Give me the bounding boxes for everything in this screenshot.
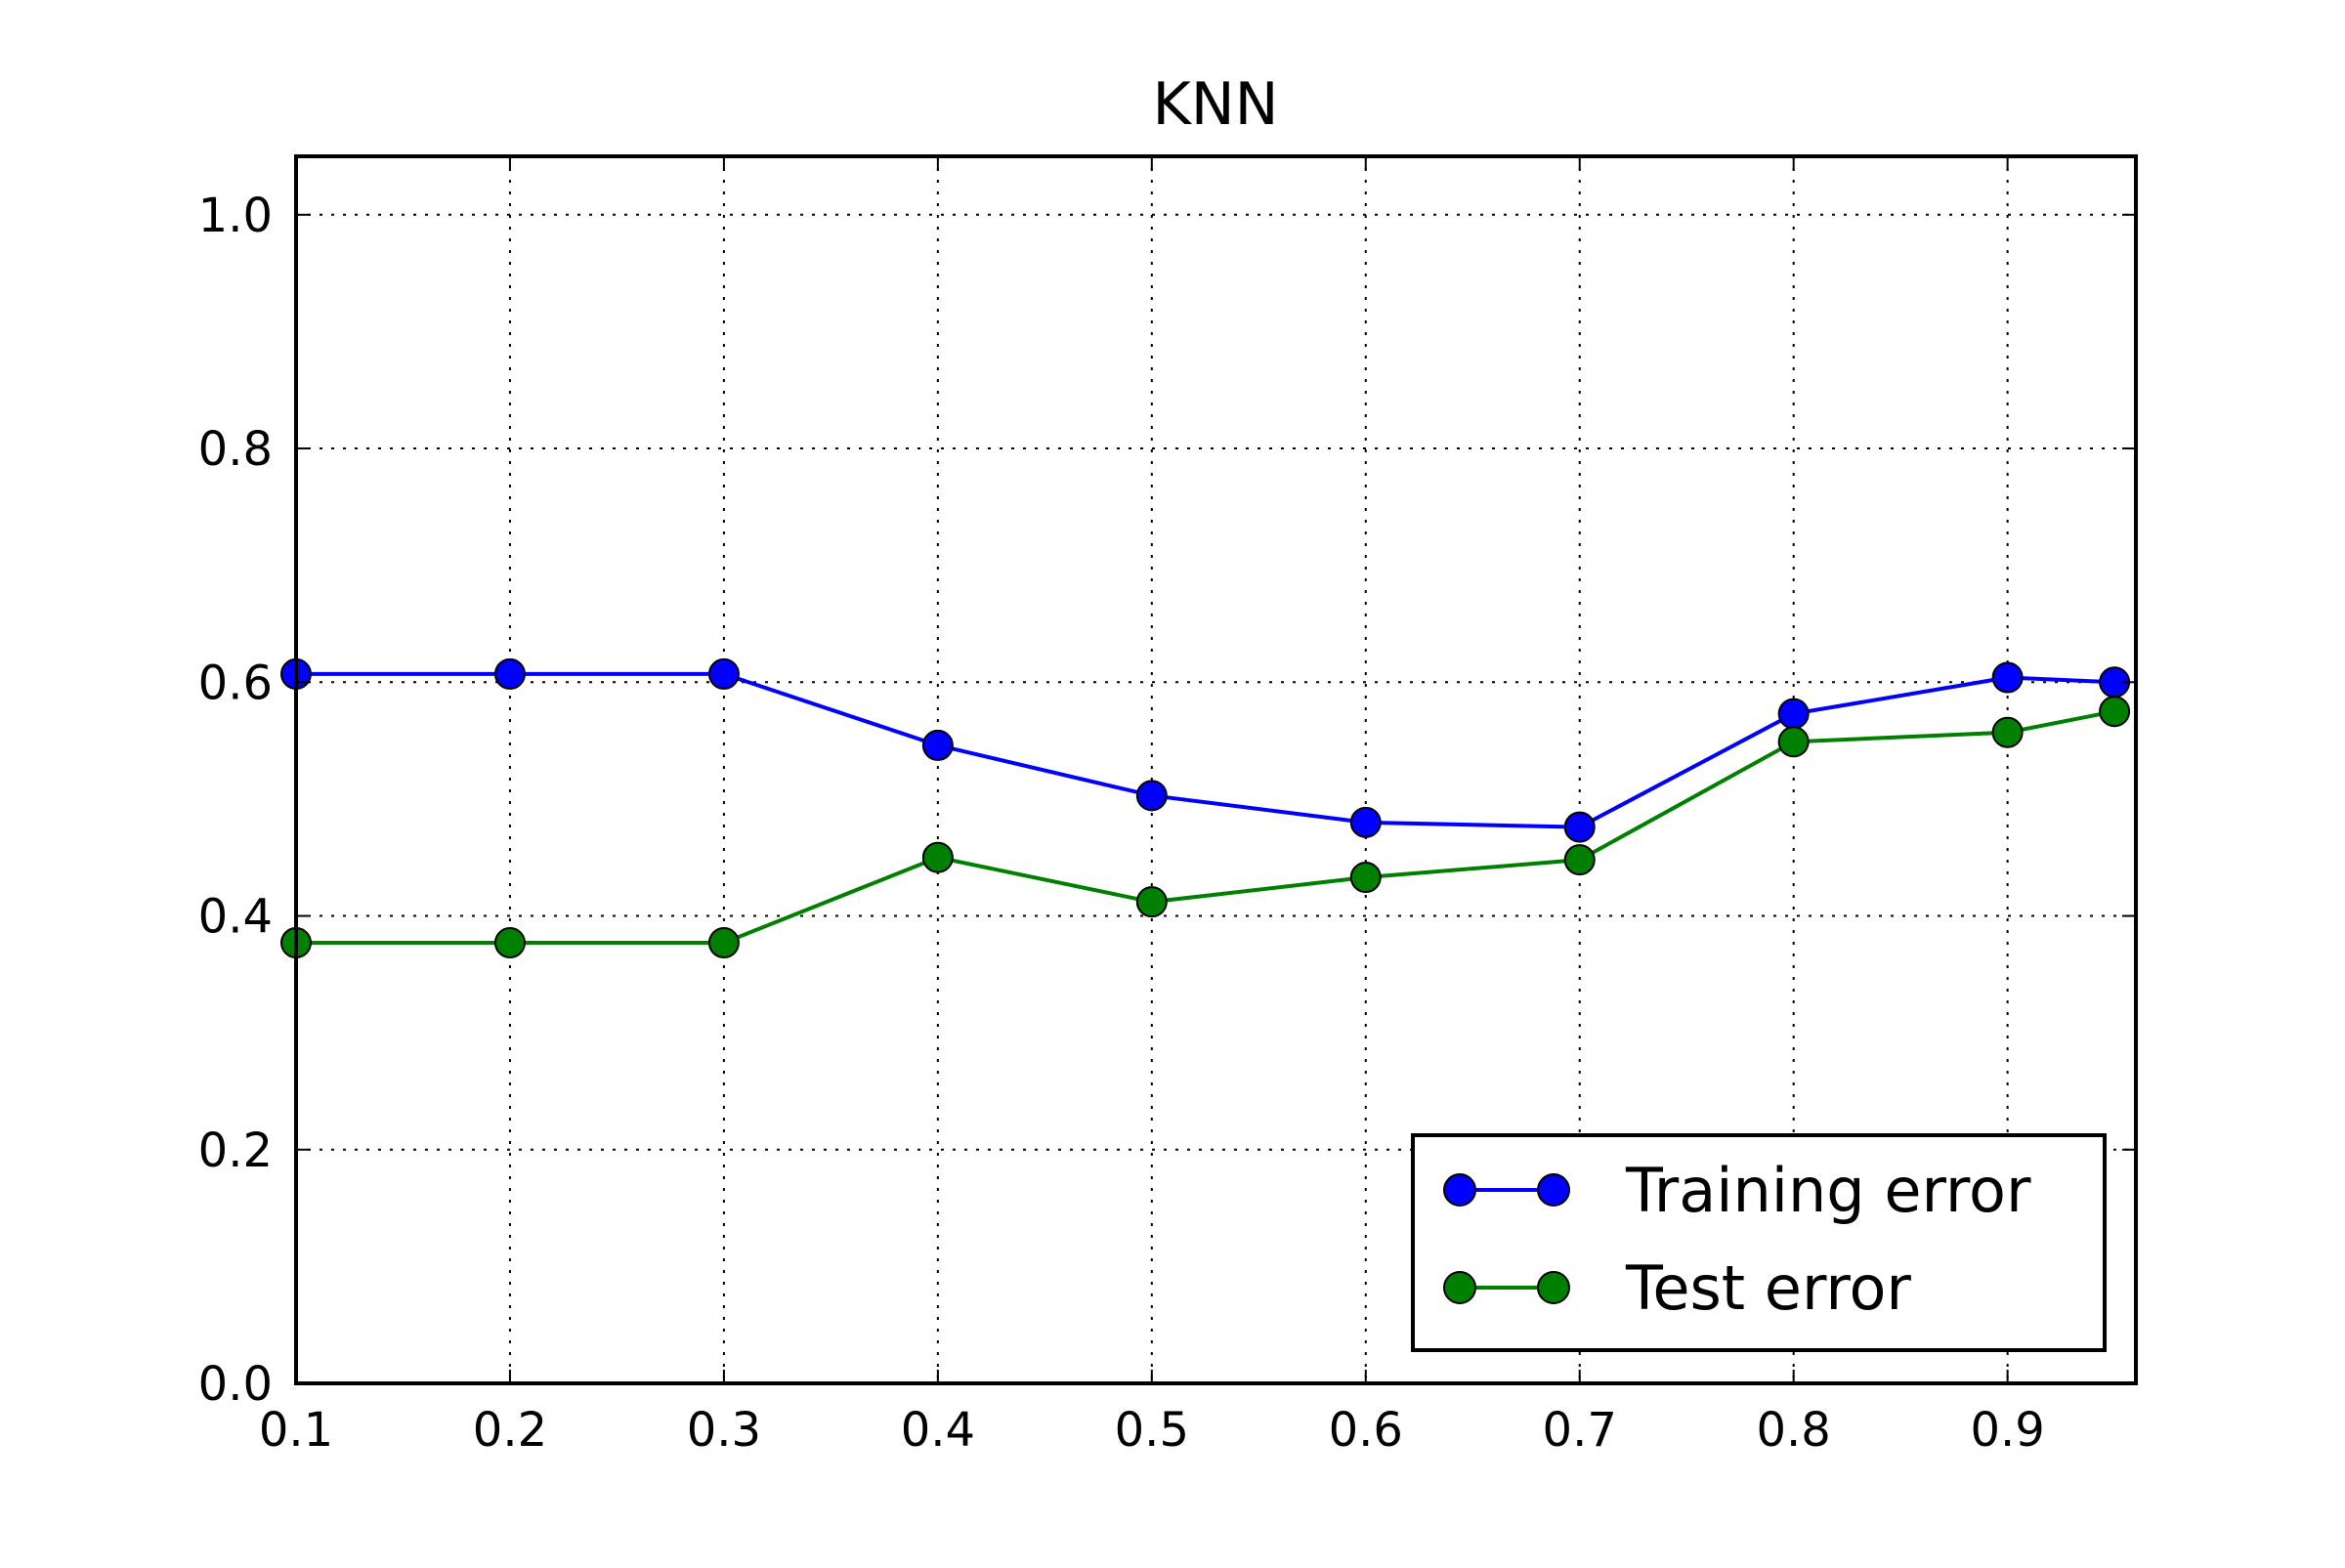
y-tick-label: 0.8 [198,422,273,477]
x-tick-label: 0.6 [1329,1403,1403,1458]
data-point [921,841,954,873]
legend-item: Training error [1443,1155,2031,1226]
data-point [1563,811,1596,843]
x-tick-label: 0.3 [687,1403,761,1458]
data-point [1991,716,2024,748]
data-point [493,927,526,959]
data-point [1349,806,1382,838]
x-tick-label: 0.7 [1543,1403,1617,1458]
y-tick-label: 0.6 [198,656,273,710]
legend-marker [1537,1271,1570,1304]
series-line [296,671,2115,829]
data-point [1135,886,1168,918]
legend-marker [1443,1173,1476,1207]
x-tick-label: 0.1 [259,1403,333,1458]
data-point [493,657,526,690]
data-point [707,657,740,690]
data-point [1777,726,1810,758]
legend-label: Test error [1625,1252,1911,1324]
legend-marker [1537,1173,1570,1207]
data-point [1135,780,1168,812]
legend-item: Test error [1443,1252,1911,1324]
x-tick-label: 0.4 [901,1403,975,1458]
data-point [921,729,954,761]
y-tick-label: 0.0 [198,1357,273,1412]
series-test-error [280,696,2131,959]
y-tick-label: 1.0 [198,189,273,243]
data-point [1991,661,2024,694]
legend-box [1411,1133,2107,1352]
legend: Training error Test error [1411,1133,2107,1352]
x-tick-label: 0.2 [473,1403,547,1458]
x-tick-label: 0.8 [1757,1403,1831,1458]
plot-frame [294,154,2138,1385]
data-point [707,927,740,959]
axis-ticks: 0.1 0.2 0.3 0.4 0.5 0.6 0.7 0.8 0.9 0.0 0.2 0.4 0.6 0… [198,156,2136,1458]
series-layer [280,657,2131,959]
data-point [1349,862,1382,894]
y-tick-label: 0.4 [198,890,273,945]
y-tick-label: 0.2 [198,1123,273,1178]
data-point [1563,844,1596,876]
data-point [1777,698,1810,730]
legend-label: Training error [1625,1155,2031,1226]
x-tick-label: 0.5 [1115,1403,1189,1458]
series-training-error [280,657,2131,843]
legend-marker [1443,1271,1476,1304]
chart-title: KNN [1152,70,1278,139]
data-point [2099,696,2131,728]
series-line [296,709,2115,946]
x-tick-label: 0.9 [1970,1403,2044,1458]
